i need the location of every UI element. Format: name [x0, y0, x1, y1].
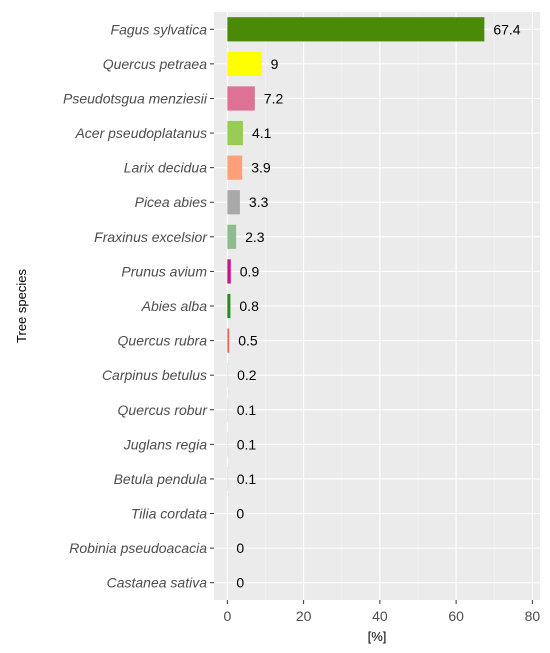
data-label: 0.2: [237, 367, 257, 383]
bar: [227, 51, 262, 76]
x-tick-label: 20: [296, 608, 312, 624]
data-label: 0.1: [237, 471, 257, 487]
bar: [227, 17, 485, 42]
x-axis-title: [%]: [368, 629, 387, 644]
y-tick-label: Quercus robur: [118, 402, 209, 418]
y-tick-label: Prunus avium: [121, 263, 207, 279]
y-tick-label: Larix decidua: [124, 160, 207, 176]
bar: [227, 224, 237, 249]
data-label: 2.3: [245, 229, 265, 245]
data-label: 0.9: [240, 263, 260, 279]
bar: [227, 363, 229, 388]
data-label: 0.1: [237, 402, 257, 418]
y-tick-label: Abies alba: [141, 298, 208, 314]
y-tick-label: Pseudotsgua menziesii: [63, 90, 208, 106]
bar: [227, 190, 240, 215]
bar: [227, 432, 229, 457]
data-label: 67.4: [493, 21, 520, 37]
bar: [227, 466, 229, 492]
y-tick-label: Juglans regia: [123, 436, 207, 452]
data-label: 9: [271, 56, 279, 72]
x-tick-label: 60: [448, 608, 464, 624]
x-axis-ticks: 0 20 40 60 80: [223, 600, 540, 624]
data-label: 7.2: [264, 90, 284, 106]
bar: [227, 293, 231, 319]
bar: [227, 155, 243, 180]
y-tick-label: Betula pendula: [114, 471, 208, 487]
y-tick-label: Quercus rubra: [118, 333, 208, 349]
y-tick-label: Fagus sylvatica: [111, 21, 208, 37]
data-label: 3.9: [251, 160, 271, 176]
y-tick-label: Robinia pseudoacacia: [69, 540, 207, 556]
y-tick-label: Tilia cordata: [131, 506, 207, 522]
data-label: 0: [236, 540, 244, 556]
x-tick-label: 40: [372, 608, 388, 624]
y-axis-title: Tree species: [14, 269, 29, 343]
bars: [227, 17, 485, 492]
y-tick-label: Castanea sativa: [107, 575, 208, 591]
y-tick-label: Acer pseudoplatanus: [74, 125, 207, 141]
y-axis-ticks: Fagus sylvatica Quercus petraea Pseudotsgu…: [63, 21, 214, 591]
data-label: 4.1: [252, 125, 272, 141]
data-label: 3.3: [249, 194, 269, 210]
bar: [227, 120, 243, 146]
data-label: 0.1: [237, 436, 257, 452]
bar: [227, 397, 229, 422]
y-tick-label: Picea abies: [135, 194, 207, 210]
bar: [227, 86, 255, 111]
bar: [227, 259, 231, 284]
data-label: 0.8: [239, 298, 259, 314]
x-tick-label: 0: [223, 608, 231, 624]
data-label: 0: [236, 575, 244, 591]
y-tick-label: Carpinus betulus: [102, 367, 207, 383]
bar: [227, 328, 230, 353]
value-labels: 67.4 9 7.2 4.1 3.9 3.3 2.3 0.9 0.8 0.5 0.2 0.1 0.1 0.…: [236, 21, 520, 590]
y-tick-label: Quercus petraea: [103, 56, 207, 72]
x-tick-label: 80: [525, 608, 541, 624]
data-label: 0: [236, 506, 244, 522]
y-tick-label: Fraxinus excelsior: [94, 229, 208, 245]
data-label: 0.5: [238, 333, 258, 349]
